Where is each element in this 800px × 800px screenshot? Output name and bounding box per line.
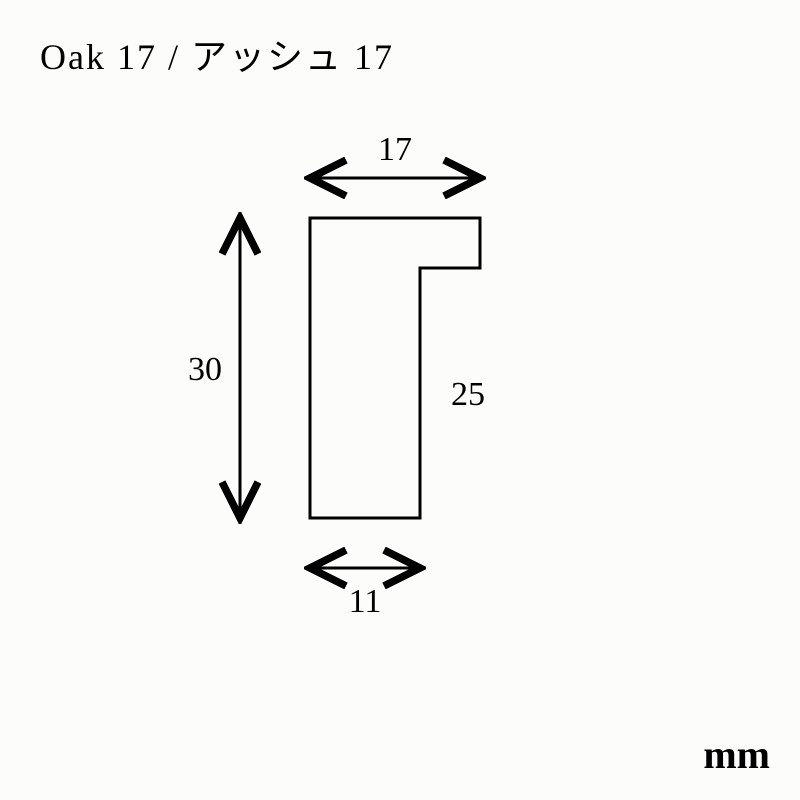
diagram-canvas: 17 30 25 11: [0, 0, 800, 800]
profile-outline: [310, 218, 480, 518]
dim-label-inner_height: 25: [451, 376, 485, 413]
dim-label-top_width: 17: [378, 131, 412, 168]
dim-label-bottom_width: 11: [349, 583, 382, 620]
dim-label-left_height: 30: [188, 351, 222, 388]
